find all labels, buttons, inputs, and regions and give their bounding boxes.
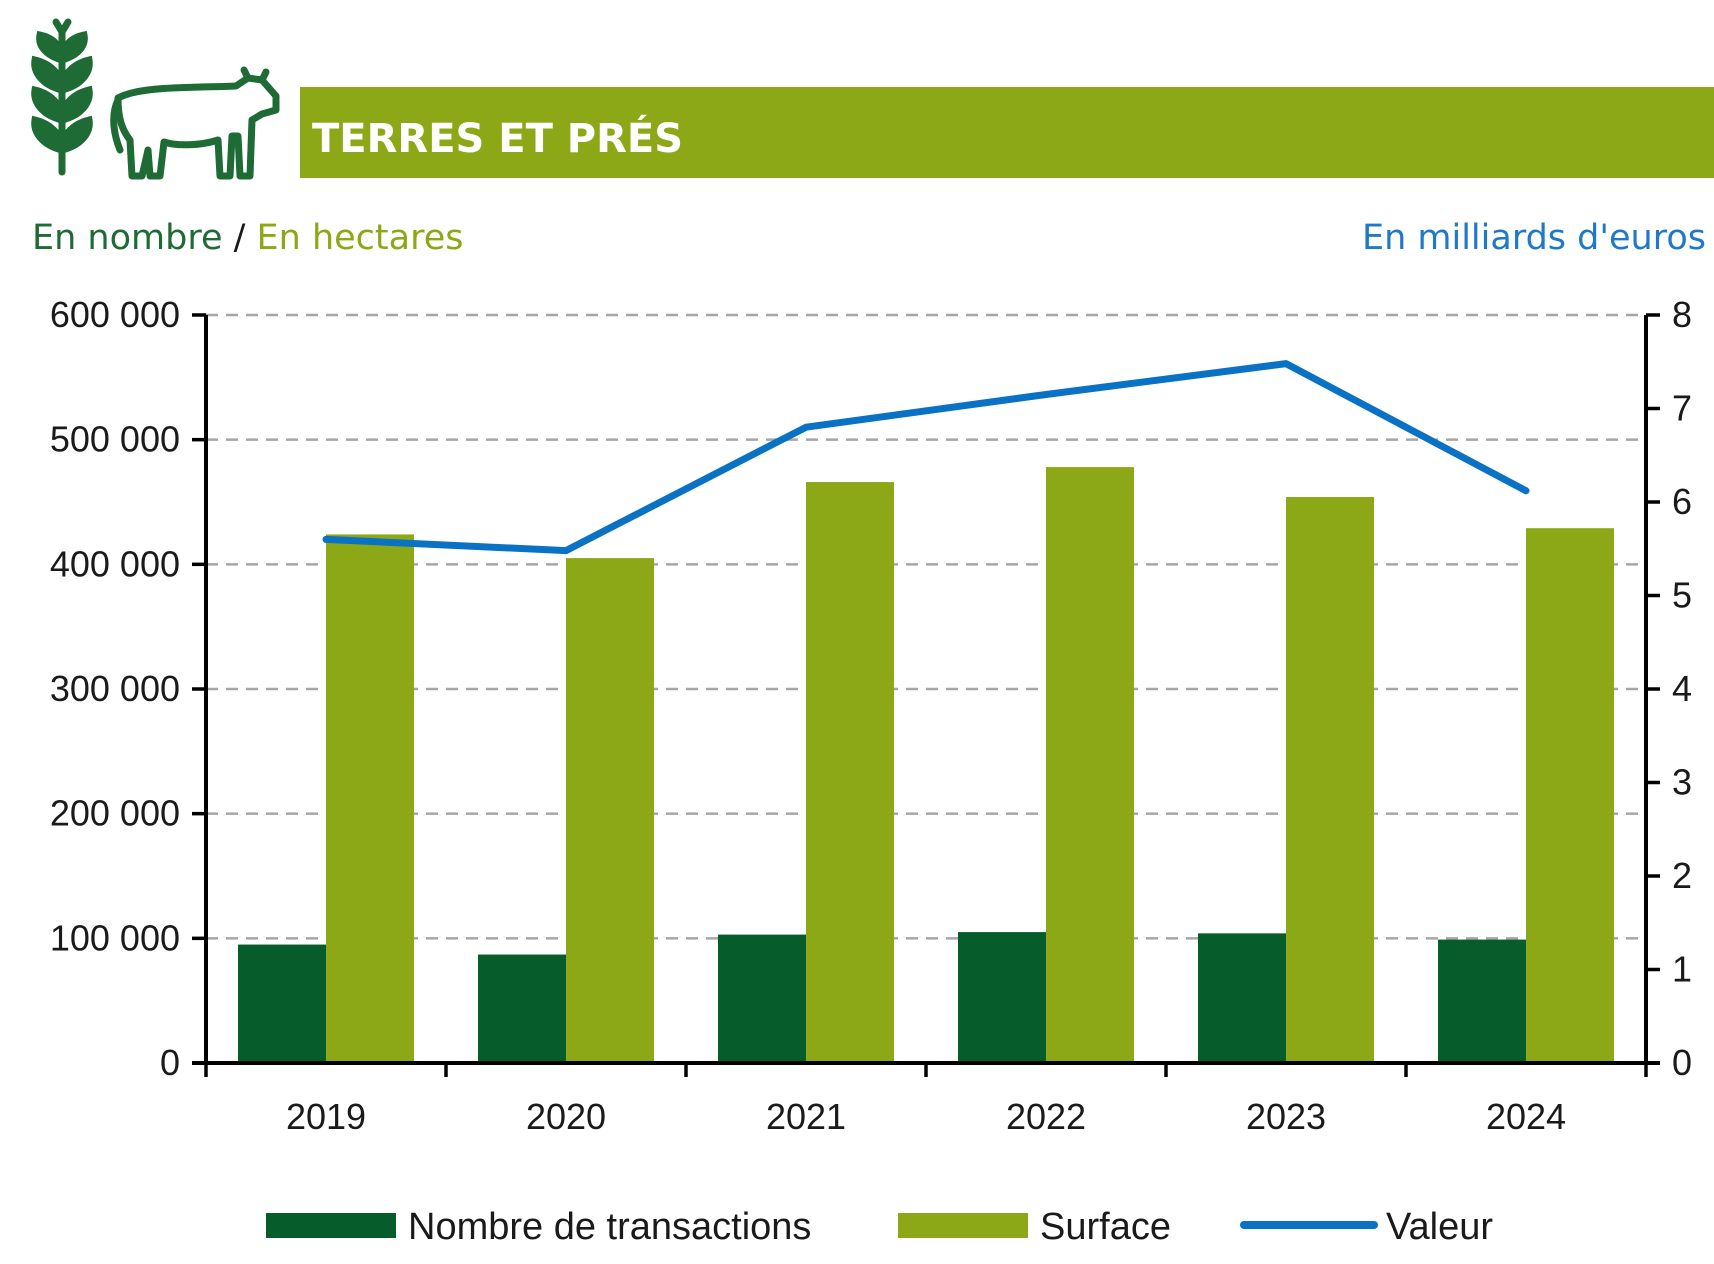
left-tick-label: 600 000 (50, 294, 180, 335)
left-tick-label: 0 (160, 1042, 180, 1083)
cow-icon (110, 66, 280, 180)
right-tick-label: 6 (1672, 481, 1692, 522)
right-tick-label: 7 (1672, 388, 1692, 429)
right-tick-label: 1 (1672, 949, 1692, 990)
bar-surface (326, 534, 414, 1063)
legend: Nombre de transactions Surface Valeur (266, 1206, 1493, 1248)
valeur-line (322, 360, 1530, 555)
right-axis-ticks: 0 1 2 3 4 5 6 7 8 (1646, 294, 1692, 1083)
wheat-icon (31, 18, 93, 176)
left-tick-label: 100 000 (50, 917, 180, 958)
right-tick-label: 5 (1672, 575, 1692, 616)
right-tick-label: 8 (1672, 294, 1692, 335)
x-tick-label: 2021 (766, 1096, 846, 1137)
bar-transactions (478, 954, 566, 1063)
left-tick-label: 500 000 (50, 419, 180, 460)
gridlines (206, 313, 1646, 940)
x-tick-label: 2020 (526, 1096, 606, 1137)
bar-transactions (238, 944, 326, 1063)
x-axis-ticks: 2019 2020 2021 2022 2023 2024 (204, 1063, 1648, 1137)
legend-label-valeur: Valeur (1386, 1206, 1493, 1248)
left-tick-label: 300 000 (50, 668, 180, 709)
units-left-count: En nombre (32, 218, 222, 258)
bar-transactions (958, 932, 1046, 1063)
units-left-label: En nombre / En hectares (32, 218, 463, 258)
left-tick-label: 400 000 (50, 543, 180, 584)
bar-transactions (1198, 933, 1286, 1063)
x-tick-label: 2019 (286, 1096, 366, 1137)
units-right-label: En milliards d'euros (1362, 218, 1706, 258)
bar-surface (806, 482, 894, 1063)
legend-label-transactions: Nombre de transactions (408, 1206, 811, 1248)
left-tick-label: 200 000 (50, 793, 180, 834)
valeur-line-layer (322, 360, 1530, 555)
bar-surface (1526, 528, 1614, 1063)
title-banner (300, 87, 1714, 178)
bar-surface (1046, 467, 1134, 1063)
bar-surface (1286, 497, 1374, 1064)
page-title: TERRES ET PRÉS (312, 114, 683, 162)
right-tick-label: 0 (1672, 1042, 1692, 1083)
right-tick-label: 4 (1672, 668, 1692, 709)
bar-transactions (718, 934, 806, 1063)
x-tick-label: 2023 (1246, 1096, 1326, 1137)
units-separator: / (222, 218, 256, 258)
right-tick-label: 2 (1672, 855, 1692, 896)
bar-surface (566, 558, 654, 1063)
units-left-area: En hectares (257, 218, 464, 258)
bar-transactions (1438, 939, 1526, 1063)
legend-swatch-surface (898, 1213, 1028, 1238)
legend-label-surface: Surface (1040, 1206, 1171, 1248)
right-tick-label: 3 (1672, 762, 1692, 803)
left-axis-ticks: 0 100 000 200 000 300 000 400 000 500 000 600 … (50, 294, 206, 1083)
bars (238, 467, 1614, 1064)
legend-swatch-transactions (266, 1213, 396, 1238)
x-tick-label: 2022 (1006, 1096, 1086, 1137)
x-tick-label: 2024 (1486, 1096, 1566, 1137)
